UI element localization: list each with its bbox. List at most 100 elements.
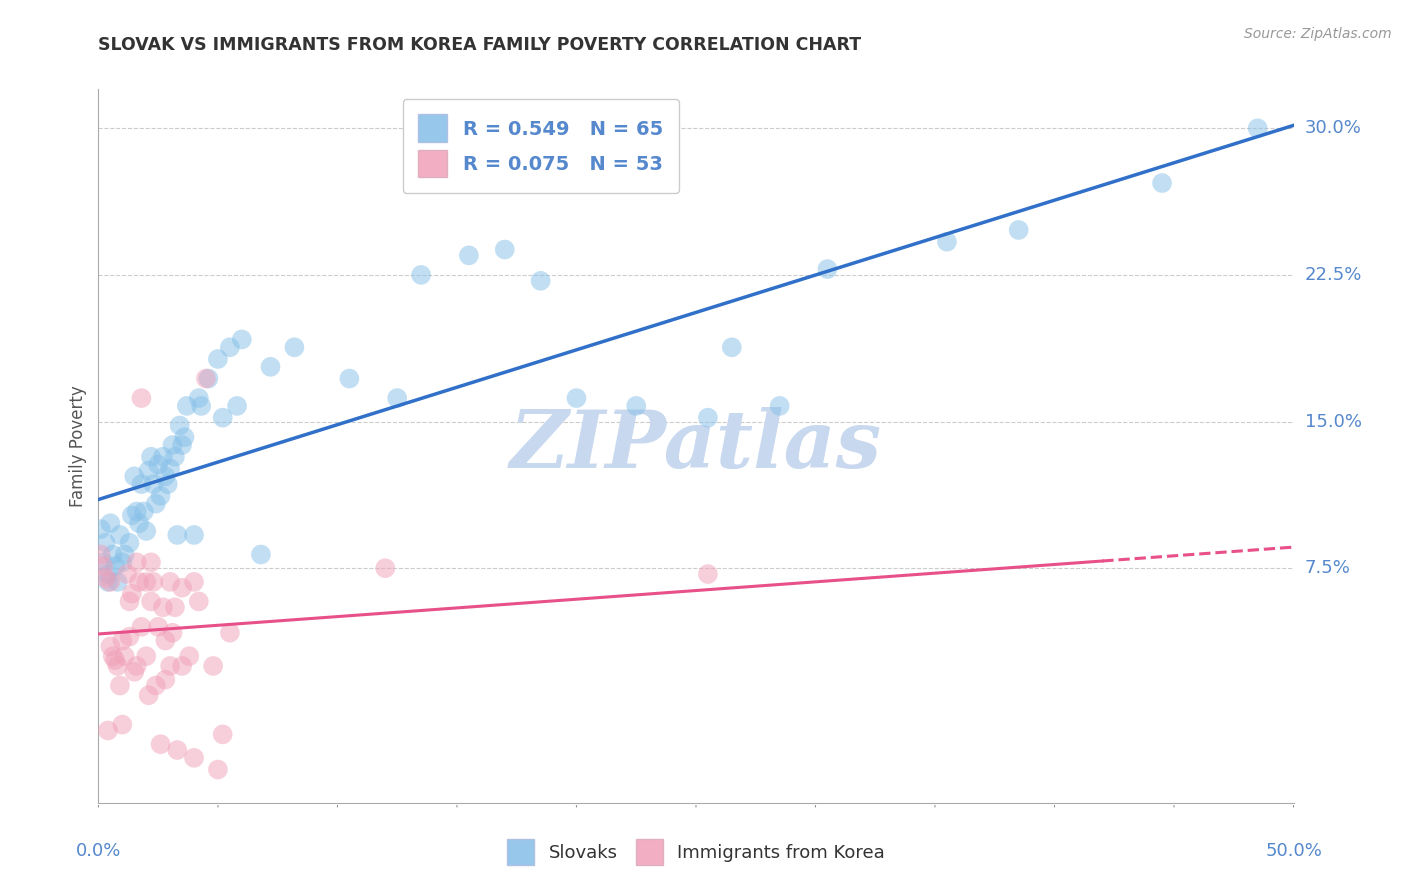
Point	[145, 497, 167, 511]
Legend: Slovaks, Immigrants from Korea: Slovaks, Immigrants from Korea	[492, 825, 900, 880]
Point	[697, 567, 720, 582]
Point	[97, 574, 120, 589]
Point	[337, 371, 360, 385]
Point	[815, 262, 838, 277]
Point	[138, 688, 160, 702]
Point	[91, 555, 114, 569]
Point	[114, 649, 136, 664]
Point	[219, 625, 242, 640]
Point	[135, 574, 157, 589]
Point	[183, 528, 205, 542]
Point	[194, 371, 217, 385]
Point	[111, 555, 134, 569]
Point	[624, 399, 647, 413]
Point	[219, 340, 242, 354]
Point	[155, 469, 177, 483]
Point	[139, 594, 162, 608]
Point	[128, 516, 150, 531]
Point	[166, 528, 188, 542]
Point	[190, 399, 212, 413]
Point	[1007, 223, 1029, 237]
Point	[139, 450, 162, 464]
Point	[1246, 121, 1268, 136]
Point	[148, 458, 170, 472]
Point	[135, 524, 157, 538]
Point	[169, 418, 191, 433]
Point	[187, 391, 209, 405]
Point	[149, 737, 172, 751]
Point	[104, 653, 127, 667]
Point	[529, 274, 551, 288]
Point	[935, 235, 957, 249]
Point	[172, 438, 194, 452]
Point	[121, 508, 143, 523]
Text: Source: ZipAtlas.com: Source: ZipAtlas.com	[1244, 27, 1392, 41]
Point	[128, 574, 150, 589]
Point	[135, 649, 157, 664]
Point	[155, 673, 177, 687]
Point	[187, 594, 209, 608]
Point	[124, 469, 146, 483]
Point	[176, 399, 198, 413]
Point	[159, 659, 181, 673]
Point	[152, 450, 174, 464]
Point	[250, 548, 273, 562]
Point	[91, 559, 114, 574]
Point	[97, 567, 120, 582]
Text: SLOVAK VS IMMIGRANTS FROM KOREA FAMILY POVERTY CORRELATION CHART: SLOVAK VS IMMIGRANTS FROM KOREA FAMILY P…	[98, 36, 862, 54]
Point	[125, 555, 148, 569]
Point	[111, 633, 134, 648]
Point	[721, 340, 744, 354]
Point	[98, 574, 122, 589]
Point	[202, 659, 225, 673]
Point	[411, 268, 433, 282]
Text: 15.0%: 15.0%	[1305, 413, 1361, 431]
Point	[142, 477, 165, 491]
Point	[94, 535, 117, 549]
Point	[163, 450, 186, 464]
Point	[565, 391, 588, 405]
Point	[138, 463, 160, 477]
Point	[259, 359, 281, 374]
Text: 7.5%: 7.5%	[1305, 559, 1351, 577]
Point	[90, 548, 112, 562]
Point	[179, 649, 201, 664]
Point	[114, 548, 136, 562]
Point	[172, 659, 194, 673]
Point	[163, 600, 186, 615]
Point	[197, 371, 219, 385]
Point	[207, 763, 229, 777]
Point	[94, 571, 117, 585]
Point	[131, 620, 153, 634]
Point	[131, 391, 153, 405]
Point	[97, 723, 120, 738]
Point	[149, 489, 172, 503]
Point	[172, 581, 194, 595]
Point	[152, 600, 174, 615]
Point	[118, 535, 141, 549]
Point	[697, 410, 720, 425]
Text: 22.5%: 22.5%	[1305, 266, 1362, 284]
Point	[166, 743, 188, 757]
Point	[125, 504, 148, 518]
Text: 50.0%: 50.0%	[1265, 842, 1322, 860]
Text: 30.0%: 30.0%	[1305, 120, 1361, 137]
Point	[156, 477, 179, 491]
Point	[155, 633, 177, 648]
Point	[283, 340, 305, 354]
Point	[494, 243, 516, 257]
Text: ZIPatlas: ZIPatlas	[510, 408, 882, 484]
Y-axis label: Family Poverty: Family Poverty	[69, 385, 87, 507]
Point	[104, 559, 127, 574]
Point	[125, 659, 148, 673]
Point	[1150, 176, 1173, 190]
Point	[145, 678, 167, 692]
Point	[107, 574, 129, 589]
Point	[162, 625, 184, 640]
Point	[121, 586, 143, 600]
Point	[211, 410, 233, 425]
Point	[101, 649, 124, 664]
Point	[108, 528, 131, 542]
Point	[768, 399, 790, 413]
Point	[132, 504, 155, 518]
